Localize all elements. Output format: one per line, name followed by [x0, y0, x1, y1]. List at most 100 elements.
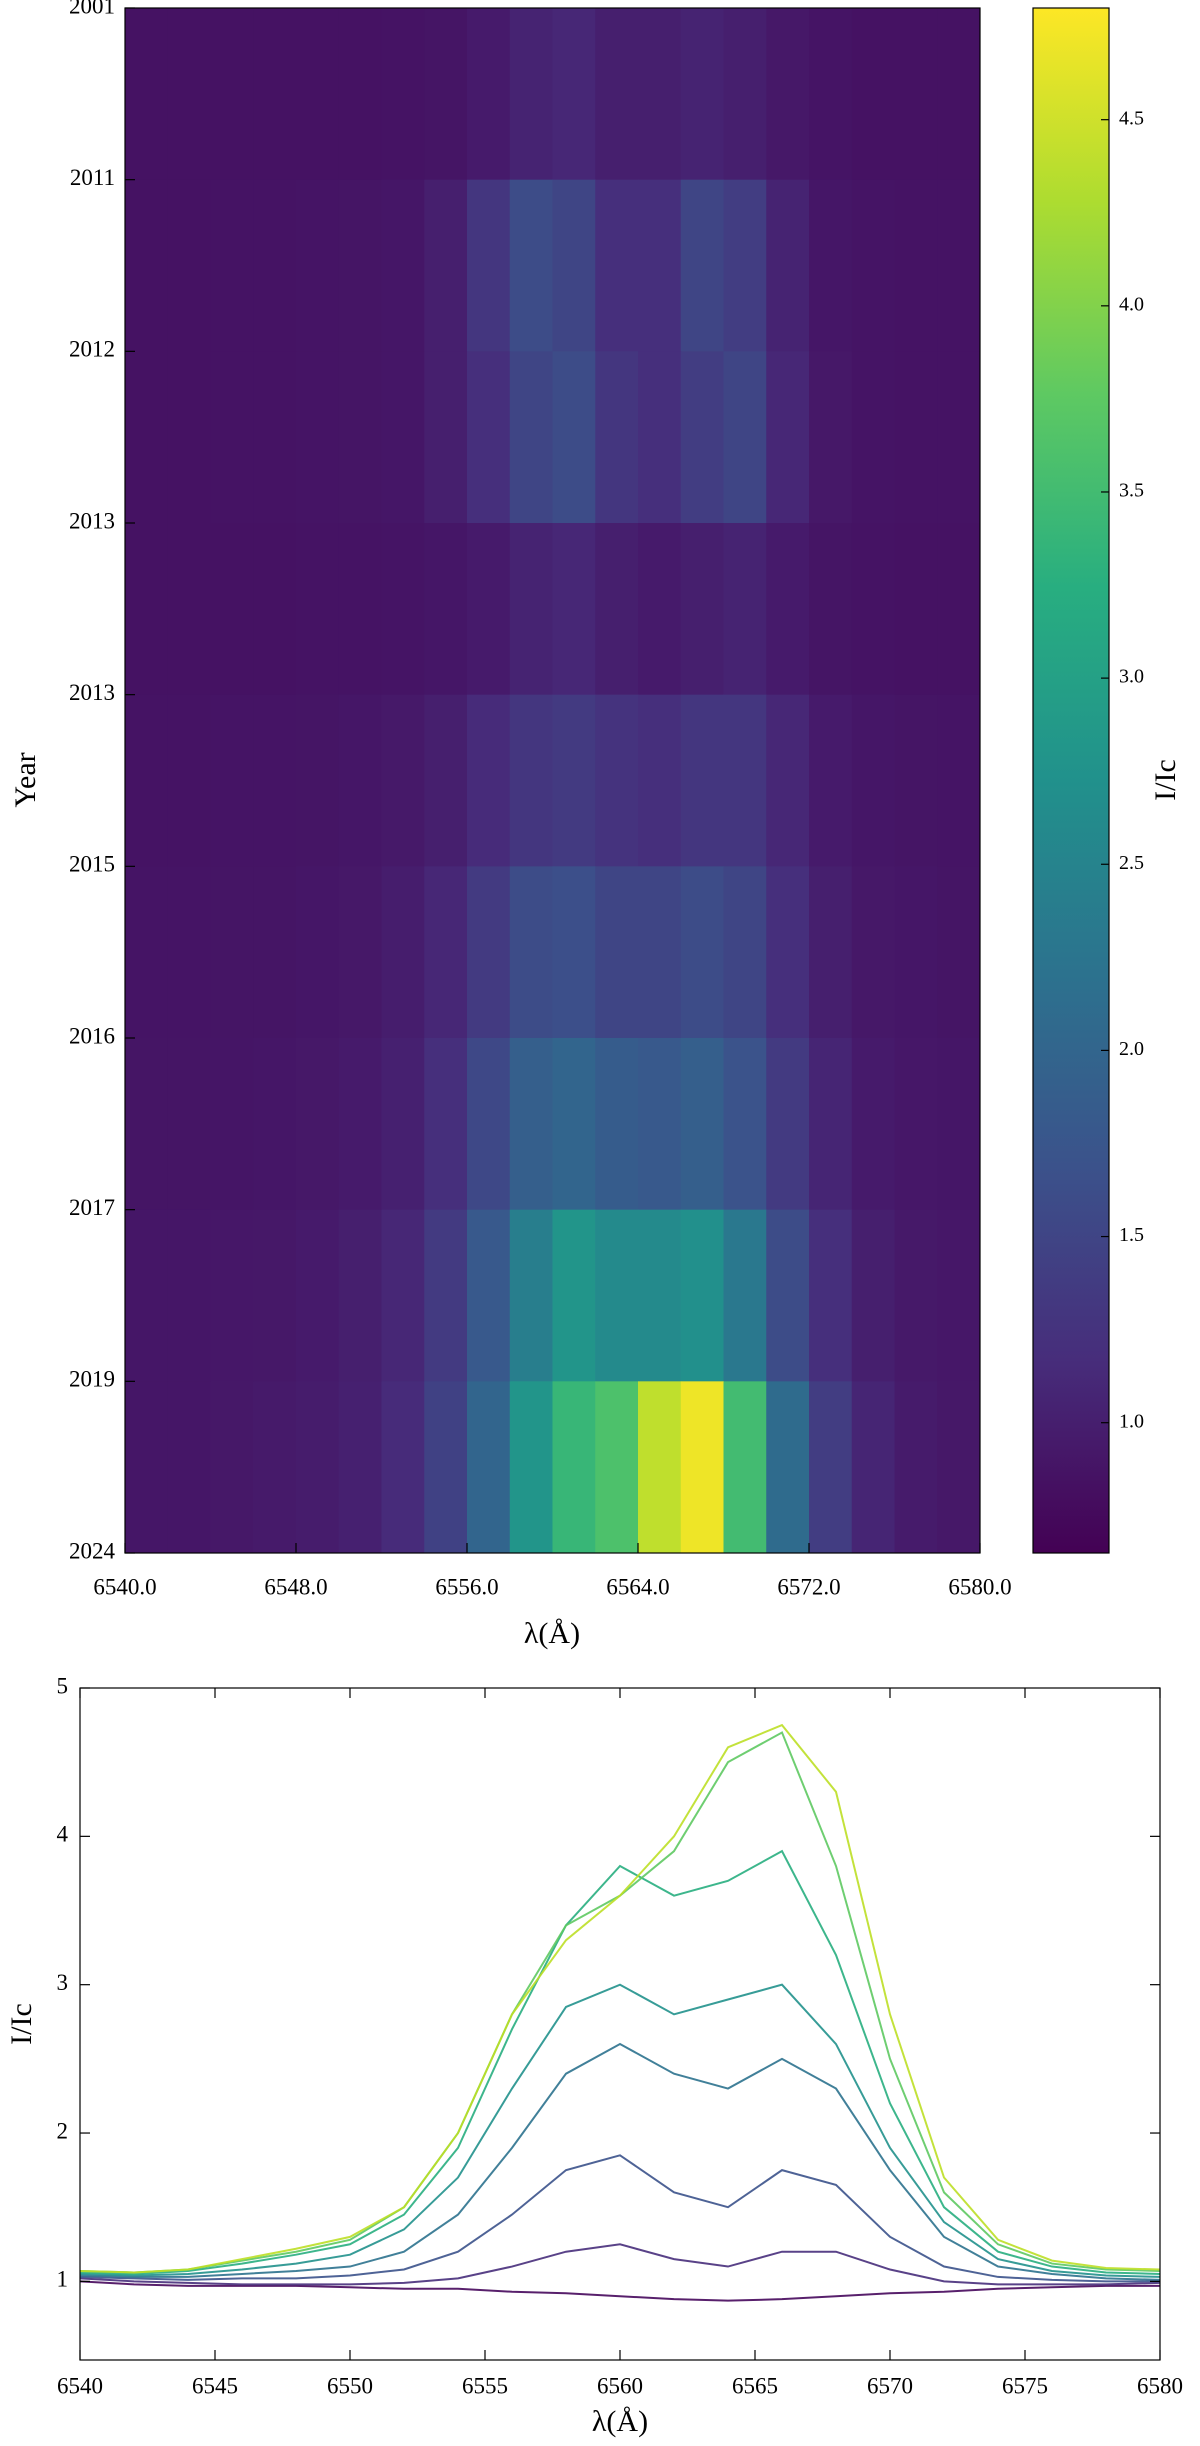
heatmap-cell	[210, 179, 254, 352]
heatmap-cell	[338, 866, 382, 1039]
heatmap-cell	[638, 1381, 682, 1554]
heatmap-cell	[595, 1038, 639, 1211]
heatmap-cell	[296, 866, 340, 1039]
profile-line	[79, 1849, 1161, 2275]
y-tick-label: 2024	[69, 1538, 116, 1563]
profile-line	[79, 2280, 1160, 2302]
heatmap-cell	[595, 179, 639, 352]
heatmap-cell	[424, 1038, 468, 1211]
heatmap-cell	[210, 866, 254, 1039]
heatmap-cell	[766, 8, 810, 181]
heatmap-cell	[851, 351, 895, 524]
colorbar-tick-label: 4.5	[1119, 107, 1144, 129]
heatmap-cell	[894, 1038, 938, 1211]
heatmap-cell	[638, 866, 682, 1039]
y-tick-label: 2016	[69, 1023, 115, 1048]
heatmap-cell	[253, 1038, 297, 1211]
y-tick-label: 3	[57, 1970, 69, 1995]
heatmap-cell	[296, 351, 340, 524]
heatmap-cell	[894, 866, 938, 1039]
x-tick-label: 6580.0	[948, 1574, 1011, 1599]
heatmap-cell	[766, 179, 810, 352]
heatmap-cell	[723, 351, 767, 524]
heatmap-cell	[467, 8, 511, 181]
heatmap-cell	[296, 694, 340, 867]
heatmap-cell	[381, 351, 425, 524]
heatmap-cell	[595, 1209, 639, 1382]
heatmap-cell	[766, 351, 810, 524]
y-tick-label: 2	[57, 2118, 69, 2143]
x-tick-label: 6548.0	[264, 1574, 327, 1599]
profile-line	[79, 1731, 1161, 2274]
heatmap-cell	[509, 8, 553, 181]
heatmap-cell	[424, 8, 468, 181]
heatmap-cell	[638, 1038, 682, 1211]
colorbar-tick-label: 2.5	[1119, 852, 1144, 874]
heatmap-cell	[125, 1381, 169, 1554]
heatmap-cell	[723, 179, 767, 352]
heatmap-cell	[723, 523, 767, 696]
heatmap-cell	[723, 866, 767, 1039]
y-tick-label: 2013	[69, 680, 115, 705]
heatmap-cell	[509, 351, 553, 524]
y-tick-label: 4	[57, 1822, 69, 1847]
heatmap-cell	[467, 179, 511, 352]
heatmap-cell	[851, 179, 895, 352]
heatmap-cell	[338, 1381, 382, 1554]
heatmap-cell	[851, 694, 895, 867]
heatmap-cell	[125, 523, 169, 696]
colorbar-tick-label: 1.5	[1119, 1224, 1144, 1246]
y-tick-label: 2017	[69, 1195, 115, 1220]
heatmap-cell	[296, 179, 340, 352]
heatmap-cell	[125, 1038, 169, 1211]
heatmap-cell	[296, 523, 340, 696]
heatmap-cell	[253, 8, 297, 181]
heatmap-cell	[467, 866, 511, 1039]
x-tick-label: 6565	[732, 2373, 778, 2398]
heatmap-cell	[125, 351, 169, 524]
heatmap-cell	[937, 351, 981, 524]
heatmap-cell	[766, 1381, 810, 1554]
heatmap-cell	[296, 1209, 340, 1382]
heatmap-cell	[210, 1381, 254, 1554]
y-tick-label: 5	[57, 1673, 69, 1698]
profile-line	[79, 2042, 1161, 2281]
heatmap-cell	[680, 866, 724, 1039]
heatmap-cell	[125, 8, 169, 181]
y-tick-label: 2001	[69, 0, 115, 18]
heatmap-cell	[937, 866, 981, 1039]
heatmap-cell	[809, 179, 853, 352]
heatmap-cell	[509, 694, 553, 867]
heatmap-cell	[338, 179, 382, 352]
heatmap-cell	[680, 1209, 724, 1382]
heatmap-cell	[424, 866, 468, 1039]
x-tick-label: 6560	[597, 2373, 643, 2398]
heatmap-cell	[509, 1381, 553, 1554]
colorbar-tick-label: 3.0	[1119, 666, 1144, 688]
heatmap-cell	[638, 694, 682, 867]
heatmap-cell	[680, 1038, 724, 1211]
colorbar-tick-label: 4.0	[1119, 293, 1144, 315]
heatmap-cell	[937, 8, 981, 181]
colorbar-tick-label: 1.0	[1119, 1410, 1144, 1432]
heatmap-cell	[766, 694, 810, 867]
x-axis-label: λ(Å)	[592, 2405, 648, 2438]
heatmap-cell	[851, 523, 895, 696]
heatmap-cell	[167, 8, 211, 181]
heatmap-cell	[894, 523, 938, 696]
heatmap-cell	[381, 866, 425, 1039]
heatmap-cell	[167, 523, 211, 696]
heatmap-cell	[680, 8, 724, 181]
heatmap-cell	[253, 1381, 297, 1554]
heatmap-cell	[210, 8, 254, 181]
heatmap-cell	[552, 523, 596, 696]
heatmap-cell	[381, 1038, 425, 1211]
heatmap-cell	[595, 523, 639, 696]
heatmap-cell	[424, 351, 468, 524]
heatmap-cell	[424, 179, 468, 352]
heatmap-cell	[338, 694, 382, 867]
heatmap-cell	[638, 179, 682, 352]
colorbar	[1032, 7, 1110, 1554]
heatmap-cell	[424, 523, 468, 696]
